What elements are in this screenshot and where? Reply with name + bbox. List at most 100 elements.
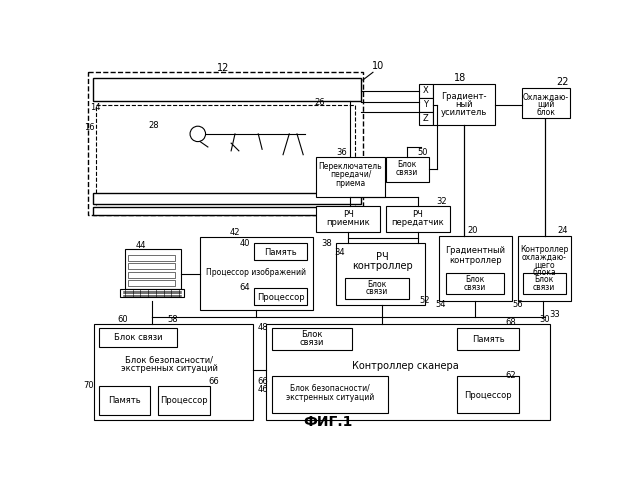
Text: Переключатель: Переключатель <box>319 162 382 171</box>
Text: 60: 60 <box>117 315 128 324</box>
Text: Градиентный: Градиентный <box>445 246 505 256</box>
Text: РЧ: РЧ <box>342 210 353 219</box>
Bar <box>128 272 175 278</box>
Text: 28: 28 <box>148 121 159 130</box>
Bar <box>93 207 360 215</box>
Text: РЧ: РЧ <box>412 210 423 219</box>
Text: 68: 68 <box>506 318 516 327</box>
Text: Блок: Блок <box>465 275 484 284</box>
Text: Градиент-: Градиент- <box>441 93 486 101</box>
Bar <box>524 273 566 294</box>
Text: блок: блок <box>536 108 556 117</box>
Bar <box>386 206 450 232</box>
Text: X: X <box>423 86 429 95</box>
Text: 48: 48 <box>258 323 268 333</box>
Text: связи: связи <box>396 168 418 177</box>
Text: щего: щего <box>534 260 554 269</box>
Text: блока: блока <box>532 268 556 277</box>
Text: 42: 42 <box>230 228 240 237</box>
Bar <box>254 288 307 305</box>
Text: 30: 30 <box>540 315 550 324</box>
Bar <box>157 386 210 415</box>
Text: контроллер: контроллер <box>352 262 413 271</box>
Bar <box>433 84 495 126</box>
Text: 18: 18 <box>454 73 466 83</box>
Text: 66: 66 <box>257 377 268 386</box>
Text: 40: 40 <box>240 239 250 248</box>
Bar <box>518 236 571 301</box>
Text: 46: 46 <box>258 385 268 394</box>
Text: 32: 32 <box>436 197 447 206</box>
Bar <box>419 98 433 112</box>
Text: 50: 50 <box>417 148 428 157</box>
Bar <box>254 243 307 260</box>
Bar <box>336 243 425 305</box>
Text: Память: Память <box>264 248 297 257</box>
Text: Процессор: Процессор <box>257 293 305 301</box>
Bar <box>120 289 184 297</box>
Text: 33: 33 <box>549 310 559 319</box>
Text: Блок: Блок <box>367 280 387 289</box>
Bar <box>458 376 520 413</box>
Text: 38: 38 <box>321 239 332 248</box>
Text: Контроллер сканера: Контроллер сканера <box>352 361 459 372</box>
Text: передатчик: передатчик <box>392 218 444 227</box>
Text: 70: 70 <box>83 381 94 390</box>
Text: 12: 12 <box>217 63 230 73</box>
Bar <box>99 386 150 415</box>
Text: щий: щий <box>537 100 554 109</box>
Bar <box>419 84 433 98</box>
Text: Блок связи: Блок связи <box>114 334 163 342</box>
Bar <box>522 88 570 118</box>
Bar <box>345 278 408 300</box>
Text: Блок безопасности/: Блок безопасности/ <box>291 383 370 393</box>
Text: приема: приема <box>335 179 365 187</box>
Text: 56: 56 <box>513 300 523 309</box>
Bar <box>200 237 312 310</box>
Text: Память: Память <box>108 396 141 405</box>
Text: 24: 24 <box>557 225 568 235</box>
Bar <box>99 328 177 347</box>
Bar <box>439 236 513 301</box>
Bar <box>458 328 520 350</box>
Text: Память: Память <box>472 335 505 344</box>
Bar <box>95 105 355 211</box>
Bar <box>316 157 385 197</box>
Text: контроллер: контроллер <box>449 256 502 264</box>
Bar <box>272 328 352 350</box>
Text: 52: 52 <box>420 297 430 305</box>
Text: приемник: приемник <box>326 218 370 227</box>
Text: Процессор: Процессор <box>160 396 207 405</box>
Text: Блок: Блок <box>397 160 417 169</box>
Text: связи: связи <box>533 282 556 292</box>
Bar <box>266 324 550 420</box>
Text: Процессор изображений: Процессор изображений <box>206 268 306 277</box>
Text: усилитель: усилитель <box>440 108 487 117</box>
Text: 22: 22 <box>557 76 569 87</box>
Text: Процессор: Процессор <box>465 391 512 400</box>
Bar <box>94 324 253 420</box>
Text: 14: 14 <box>90 103 100 112</box>
Text: Контроллер: Контроллер <box>520 245 568 254</box>
Text: Z: Z <box>423 114 429 123</box>
Bar <box>128 255 175 261</box>
Text: связи: связи <box>463 282 486 292</box>
Text: охлаждаю-: охлаждаю- <box>522 253 566 262</box>
Text: 64: 64 <box>240 283 250 292</box>
Text: Блок: Блок <box>534 275 554 284</box>
Bar <box>419 112 433 126</box>
Text: РЧ: РЧ <box>376 252 388 262</box>
Text: Y: Y <box>423 100 428 109</box>
Text: передачи/: передачи/ <box>330 170 371 179</box>
Text: 36: 36 <box>336 148 346 157</box>
Bar <box>88 72 363 215</box>
Bar <box>128 263 175 269</box>
Text: связи: связи <box>300 338 324 347</box>
Text: связи: связи <box>365 287 388 296</box>
Text: 54: 54 <box>435 300 445 309</box>
Text: 10: 10 <box>372 61 385 71</box>
Bar <box>125 249 180 289</box>
Bar <box>128 280 175 286</box>
Bar <box>272 376 388 413</box>
Text: 26: 26 <box>314 98 324 107</box>
